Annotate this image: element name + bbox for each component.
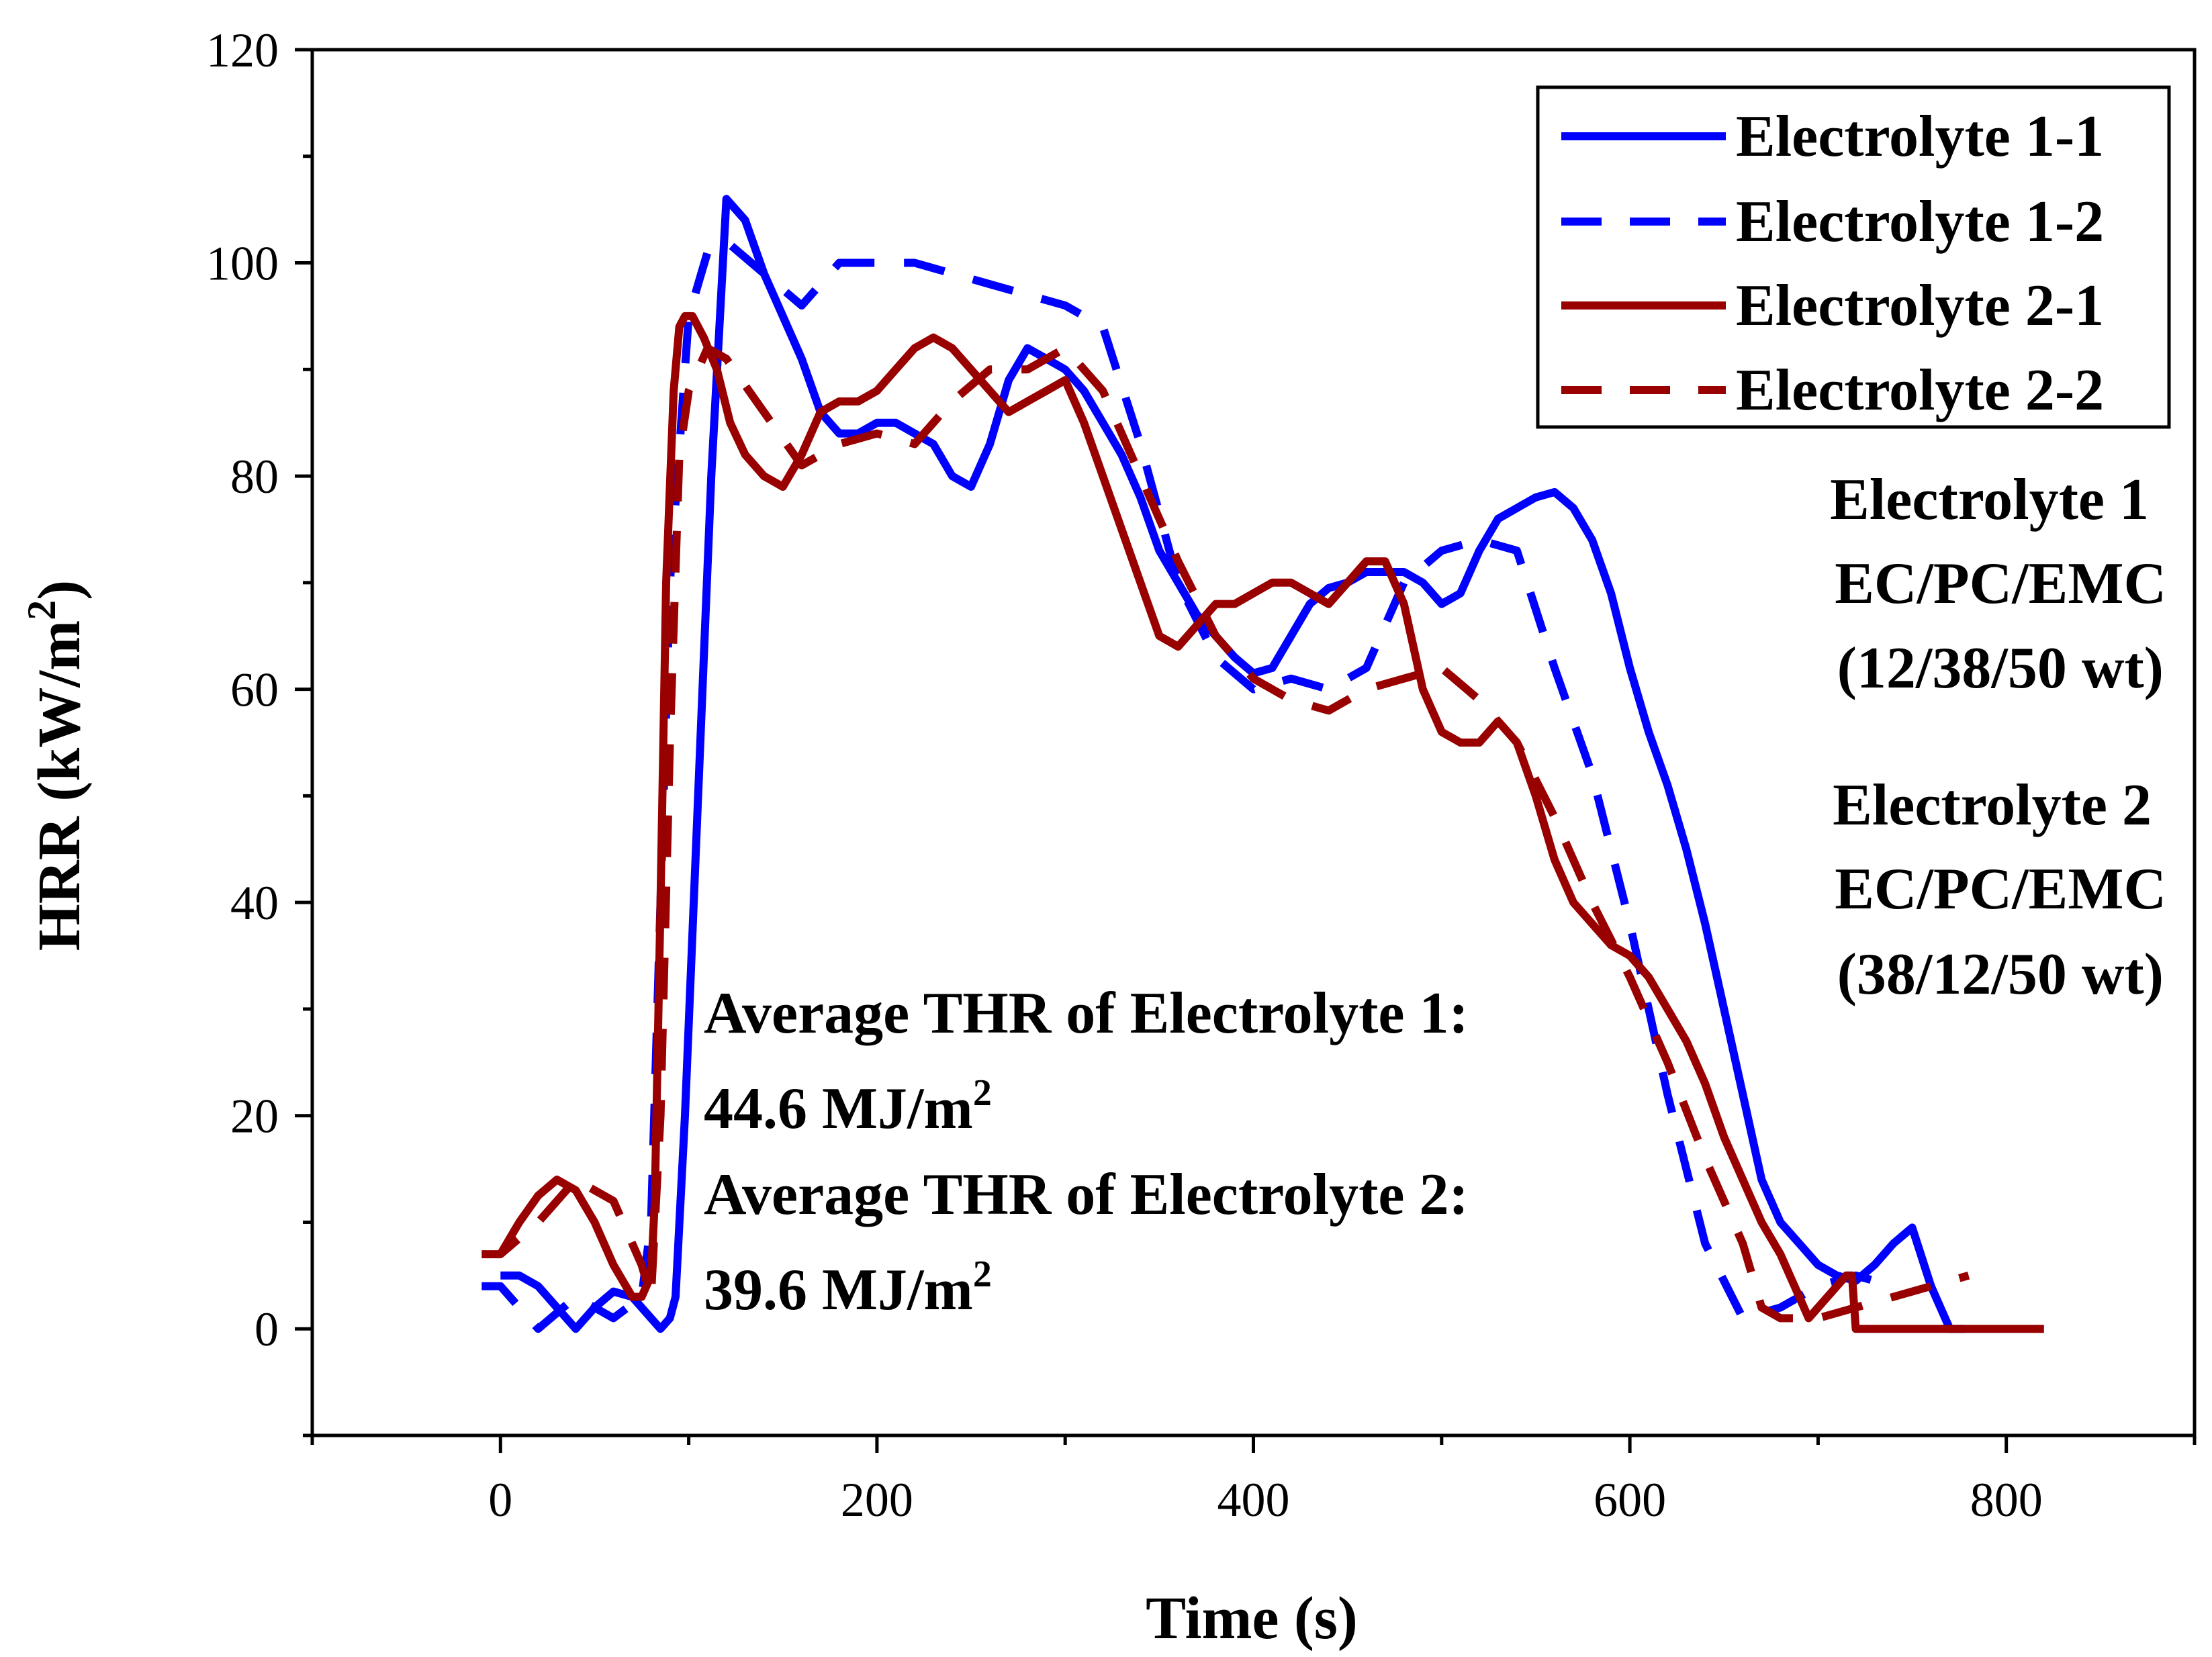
- legend-label-3: Electrolyte 2-1: [1736, 273, 2104, 338]
- axes-layer: 0 200 400 600 800 0 20 40 60 80 100 120: [206, 23, 2197, 1527]
- legend-label-2: Electrolyte 1-2: [1736, 189, 2104, 254]
- electrolyte-1-annot-line-3: (12/38/50 wt): [1837, 636, 2164, 701]
- x-tick-label-600: 600: [1594, 1473, 1666, 1527]
- x-tick-label-0: 0: [488, 1473, 512, 1527]
- electrolyte-2-annot-line-1: Electrolyte 2: [1833, 773, 2152, 838]
- thr-line-4: 39.6 MJ/m2: [704, 1253, 992, 1323]
- legend-label-4: Electrolyte 2-2: [1736, 358, 2104, 423]
- x-tick-label-200: 200: [841, 1473, 913, 1527]
- y-tick-label-120: 120: [206, 23, 279, 77]
- legend-box: [1536, 85, 2171, 429]
- electrolyte-1-annotation: Electrolyte 1 EC/PC/EMC (12/38/50 wt): [1830, 467, 2166, 701]
- y-tick-label-20: 20: [230, 1090, 279, 1143]
- electrolyte-2-annot-line-3: (38/12/50 wt): [1837, 942, 2164, 1007]
- series-line-4: [481, 344, 1970, 1323]
- thr-value-1-sup: 2: [973, 1072, 992, 1114]
- x-tick-label-800: 800: [1970, 1473, 2043, 1527]
- y-axis-title-end: ): [26, 580, 93, 600]
- thr-annotation: Average THR of Electrolyte 1: 44.6 MJ/m2…: [704, 981, 1469, 1323]
- x-tick-label-400: 400: [1217, 1473, 1290, 1527]
- y-tick-label-40: 40: [230, 876, 279, 930]
- thr-line-1: Average THR of Electrolyte 1:: [704, 981, 1469, 1046]
- legend: Electrolyte 1-1 Electrolyte 1-2 Electrol…: [1536, 85, 2171, 429]
- y-tick-label-80: 80: [230, 450, 279, 504]
- x-axis-title: Time (s): [1146, 1585, 1358, 1652]
- y-tick-label-0: 0: [255, 1303, 279, 1356]
- thr-line-2: 44.6 MJ/m2: [704, 1072, 992, 1141]
- y-tick-label-100: 100: [206, 237, 279, 291]
- series-line-3: [497, 312, 2044, 1333]
- thr-value-2-sup: 2: [973, 1253, 992, 1295]
- electrolyte-2-annot-line-2: EC/PC/EMC: [1835, 857, 2166, 922]
- thr-line-3: Average THR of Electrolyte 2:: [704, 1162, 1469, 1227]
- thr-value-1: 44.6 MJ/m: [704, 1076, 973, 1141]
- y-axis-title-sup: 2: [19, 600, 64, 620]
- y-tick-label-60: 60: [230, 663, 279, 717]
- electrolyte-2-annotation: Electrolyte 2 EC/PC/EMC (38/12/50 wt): [1833, 773, 2166, 1007]
- series-layer: [481, 195, 2044, 1333]
- y-axis-title-main: HRR (kW/m: [26, 620, 93, 951]
- thr-value-2: 39.6 MJ/m: [704, 1258, 973, 1323]
- electrolyte-1-annot-line-1: Electrolyte 1: [1830, 467, 2149, 532]
- electrolyte-1-annot-line-2: EC/PC/EMC: [1835, 551, 2166, 616]
- legend-label-1: Electrolyte 1-1: [1736, 104, 2104, 169]
- y-axis-title: HRR (kW/m2): [19, 580, 93, 951]
